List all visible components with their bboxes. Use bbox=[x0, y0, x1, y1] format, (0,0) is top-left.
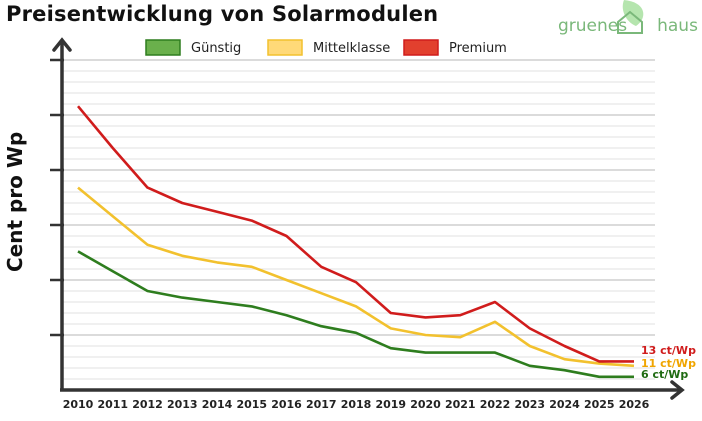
x-tick-label: 2025 bbox=[584, 398, 615, 411]
series-line-premium bbox=[77, 105, 634, 363]
logo-text-right: haus bbox=[657, 16, 698, 36]
legend: Günstig Mittelklasse Premium bbox=[145, 39, 507, 56]
chart-title: Preisentwicklung von Solarmodulen bbox=[6, 2, 439, 26]
end-label-günstig: 6 ct/Wp bbox=[641, 368, 688, 381]
x-tick-label: 2020 bbox=[410, 398, 441, 411]
x-axis-arrow-icon bbox=[670, 380, 685, 400]
x-tick-label: 2012 bbox=[132, 398, 163, 411]
x-tick-label: 2016 bbox=[271, 398, 302, 411]
x-tick-label: 2024 bbox=[549, 398, 580, 411]
x-tick-label: 2023 bbox=[514, 398, 545, 411]
logo-text-left: gruenes bbox=[558, 16, 628, 36]
x-tick-label: 2026 bbox=[619, 398, 650, 411]
x-tick-labels: 2010 2011 2012 2013 2014 2015 2016 2017 2018 2019… bbox=[63, 398, 650, 411]
x-tick-label: 2013 bbox=[167, 398, 198, 411]
x-tick-label: 2019 bbox=[375, 398, 406, 411]
legend-label-mittelklasse: Mittelklasse bbox=[313, 41, 390, 56]
series-lines bbox=[77, 105, 635, 379]
legend-swatch-mittelklasse bbox=[267, 39, 303, 56]
series-line-günstig bbox=[77, 250, 634, 379]
leaf-house-icon bbox=[617, 0, 644, 34]
end-label-premium: 13 ct/Wp bbox=[641, 344, 696, 357]
y-axis-arrow-icon bbox=[52, 37, 72, 52]
x-tick-label: 2014 bbox=[202, 398, 233, 411]
gruenes-haus-logo: gruenes haus bbox=[556, 0, 702, 40]
x-tick-label: 2015 bbox=[236, 398, 267, 411]
x-tick-label: 2017 bbox=[306, 398, 337, 411]
x-tick-label: 2018 bbox=[341, 398, 372, 411]
legend-label-premium: Premium bbox=[449, 41, 507, 56]
legend-swatch-günstig bbox=[145, 39, 181, 56]
end-label-mittelklasse: 11 ct/Wp bbox=[641, 357, 696, 370]
legend-swatch-premium bbox=[403, 39, 439, 56]
legend-label-günstig: Günstig bbox=[191, 41, 241, 56]
series-line-mittelklasse bbox=[77, 186, 635, 368]
x-tick-label: 2011 bbox=[97, 398, 128, 411]
x-tick-label: 2010 bbox=[63, 398, 94, 411]
x-tick-label: 2021 bbox=[445, 398, 476, 411]
axes bbox=[50, 37, 685, 400]
gridlines bbox=[62, 59, 655, 380]
x-tick-label: 2022 bbox=[480, 398, 511, 411]
